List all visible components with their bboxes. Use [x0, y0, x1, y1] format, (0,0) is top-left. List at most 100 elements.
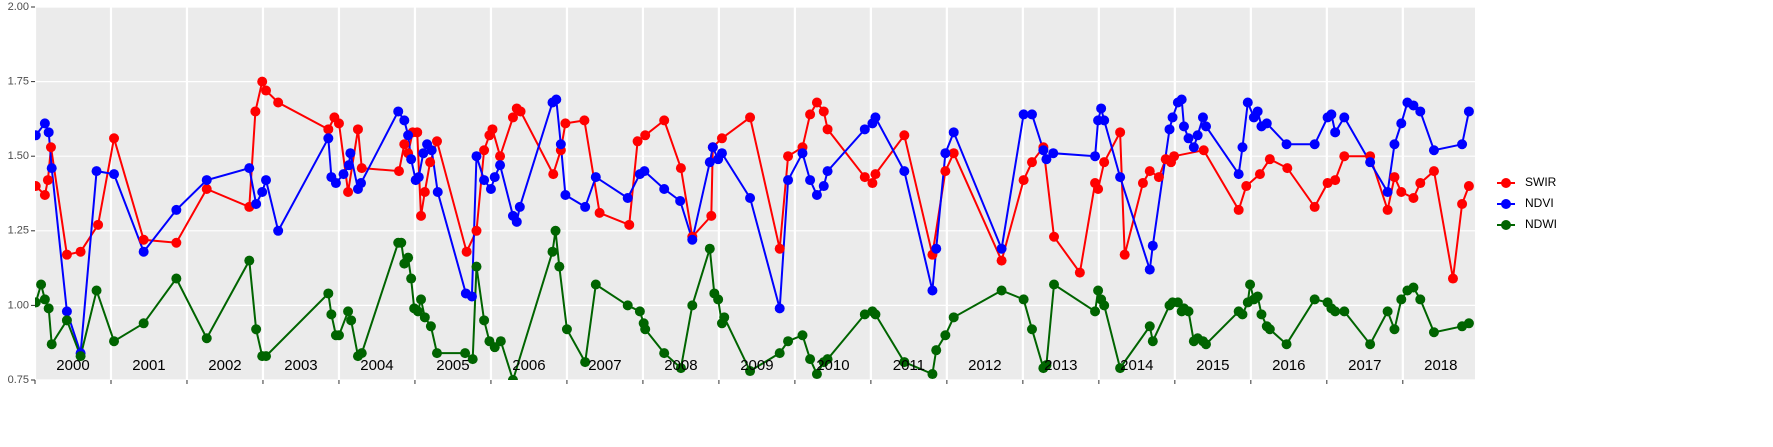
data-point	[745, 366, 756, 377]
legend-marker	[1501, 220, 1511, 230]
data-point	[1147, 336, 1158, 347]
data-point	[870, 169, 881, 180]
legend-marker	[1501, 178, 1511, 188]
year-label: 2018	[1424, 357, 1457, 374]
data-point	[1233, 204, 1244, 215]
data-point	[471, 151, 482, 162]
data-point	[1147, 240, 1158, 251]
year-label: 2003	[284, 357, 317, 374]
data-point	[774, 348, 785, 359]
plot-area	[35, 76, 1474, 380]
data-point	[1241, 181, 1252, 192]
data-point	[1153, 172, 1164, 183]
data-point	[634, 306, 645, 317]
data-point	[1093, 285, 1104, 296]
data-point	[138, 246, 149, 257]
data-point	[704, 243, 715, 254]
data-point	[659, 184, 670, 195]
data-point	[61, 306, 72, 317]
data-point	[1144, 166, 1155, 177]
data-point	[899, 130, 910, 141]
data-point	[931, 243, 942, 254]
data-point	[1264, 154, 1275, 165]
data-point	[1389, 172, 1400, 183]
data-point	[899, 357, 910, 368]
year-label: 2016	[1272, 357, 1305, 374]
data-point	[622, 300, 633, 311]
data-point	[138, 318, 149, 329]
data-point	[931, 345, 942, 356]
data-point	[1183, 306, 1194, 317]
legend: SWIR NDVI NDWI	[1497, 175, 1557, 231]
data-point	[42, 175, 53, 186]
data-point	[580, 357, 591, 368]
data-point	[461, 246, 472, 257]
data-point	[399, 139, 410, 150]
data-point	[859, 172, 870, 183]
data-point	[495, 336, 506, 347]
data-point	[460, 348, 471, 359]
data-point	[1463, 181, 1474, 192]
data-point	[547, 246, 558, 257]
data-point	[1415, 178, 1426, 189]
data-point	[1396, 294, 1407, 305]
data-point	[467, 354, 478, 365]
data-point	[745, 112, 756, 123]
data-point	[707, 142, 718, 153]
data-point	[594, 207, 605, 218]
data-point	[659, 115, 670, 126]
data-point	[1457, 198, 1468, 209]
data-point	[244, 255, 255, 266]
data-point	[797, 148, 808, 159]
data-point	[201, 175, 212, 186]
y-tick-label: 2.00	[8, 1, 29, 13]
data-point	[403, 252, 414, 263]
data-point	[1237, 142, 1248, 153]
data-point	[927, 369, 938, 380]
data-point	[1090, 306, 1101, 317]
data-point	[996, 255, 1007, 266]
data-point	[1365, 157, 1376, 168]
data-point	[1115, 127, 1126, 138]
data-point	[550, 225, 561, 236]
legend-label: NDWI	[1525, 217, 1557, 231]
data-point	[343, 306, 354, 317]
data-point	[797, 330, 808, 341]
year-label: 2007	[588, 357, 621, 374]
data-point	[201, 333, 212, 344]
year-label: 2004	[360, 357, 393, 374]
data-point	[554, 261, 565, 272]
data-point	[345, 148, 356, 159]
data-point	[418, 148, 429, 159]
data-point	[412, 306, 423, 317]
data-point	[927, 285, 938, 296]
data-point	[1447, 273, 1458, 284]
legend-marker	[1501, 199, 1511, 209]
data-point	[413, 172, 424, 183]
data-point	[622, 192, 633, 203]
data-point	[1144, 321, 1155, 332]
data-point	[822, 354, 833, 365]
data-point	[91, 166, 102, 177]
data-point	[1365, 339, 1376, 350]
data-point	[479, 315, 490, 326]
data-point	[632, 136, 643, 147]
year-label: 2006	[512, 357, 545, 374]
data-point	[640, 324, 651, 335]
data-point	[61, 315, 72, 326]
data-point	[783, 175, 794, 186]
data-point	[590, 279, 601, 290]
year-label: 2008	[664, 357, 697, 374]
data-point	[1254, 169, 1265, 180]
data-point	[1115, 172, 1126, 183]
data-point	[507, 112, 518, 123]
data-point	[244, 163, 255, 174]
data-point	[416, 210, 427, 221]
data-point	[1018, 109, 1029, 120]
year-label: 2011	[893, 357, 925, 374]
data-point	[257, 76, 268, 87]
data-point	[396, 237, 407, 248]
data-point	[716, 133, 727, 144]
data-point	[867, 178, 878, 189]
data-point	[1176, 94, 1187, 105]
